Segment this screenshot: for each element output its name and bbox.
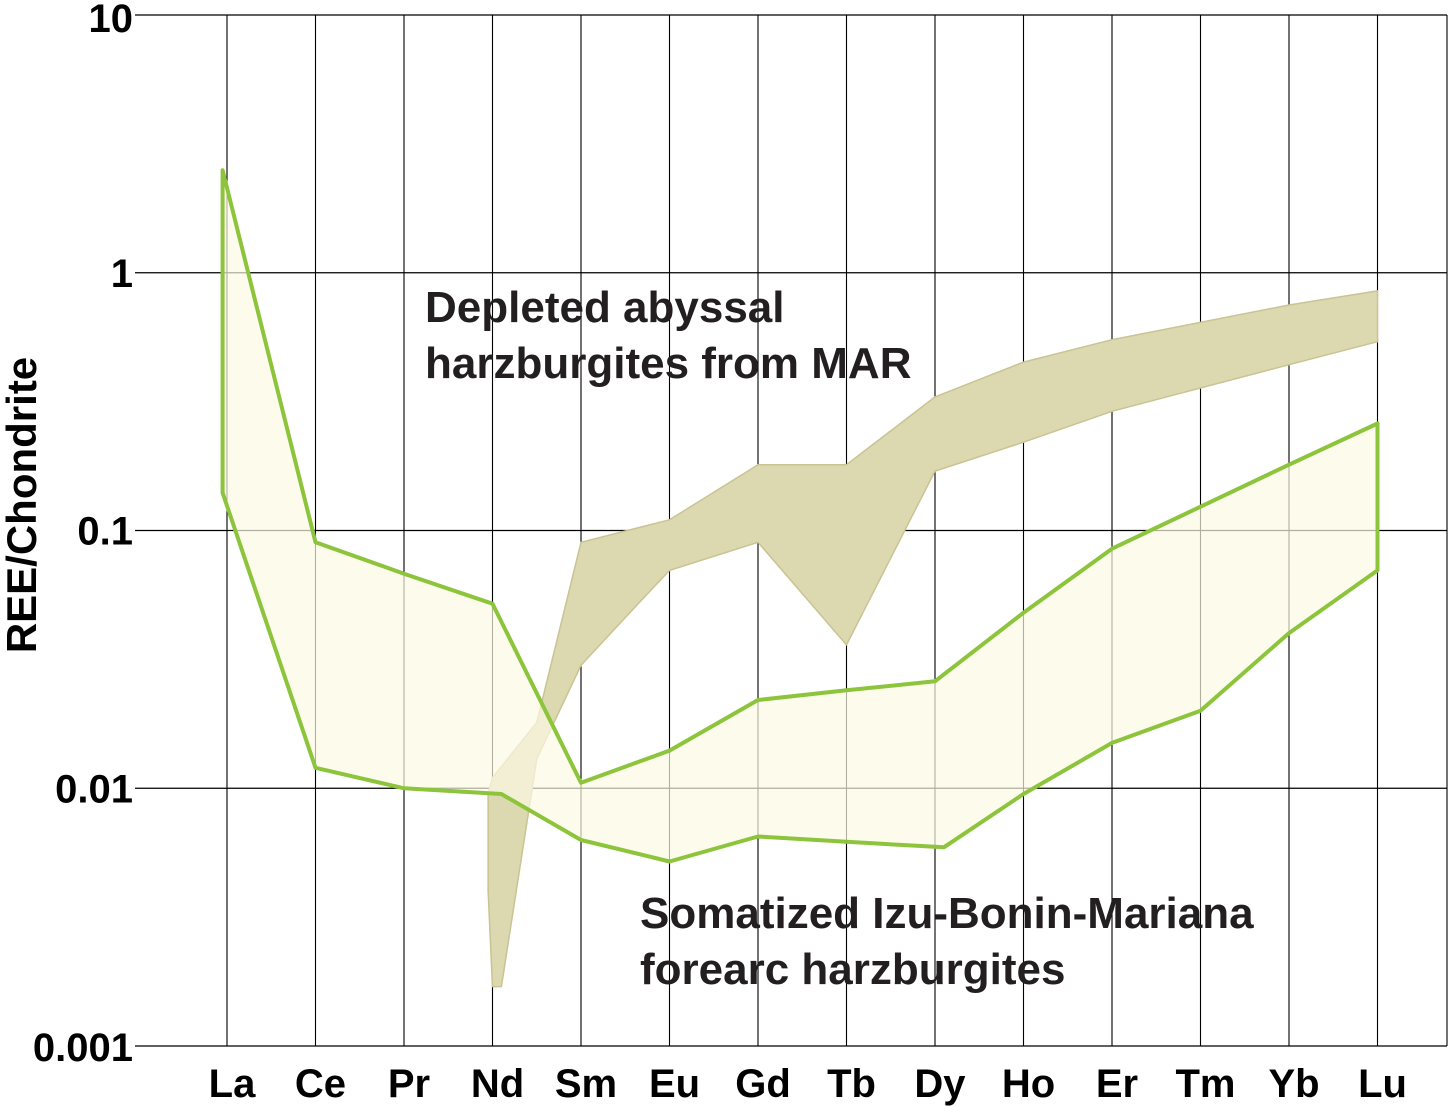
y-tick-label: 10: [89, 0, 134, 41]
x-tick-label: Dy: [914, 1062, 966, 1106]
annotation-line: forearc harzburgites: [640, 945, 1065, 994]
y-tick-label: 0.1: [77, 510, 133, 554]
y-tick-labels: 10 1 0.1 0.01 0.001: [33, 0, 133, 1070]
x-tick-label: Ce: [295, 1062, 346, 1106]
annotation-line: Depleted abyssal: [425, 283, 785, 332]
x-tick-label: Yb: [1268, 1062, 1319, 1106]
annotation-abyssal: Depleted abyssal harzburgites from MAR: [425, 283, 911, 388]
annotation-forearc: Somatized Izu-Bonin-Mariana forearc harzb…: [640, 889, 1254, 994]
x-tick-label: Lu: [1358, 1062, 1407, 1106]
y-axis-title: REE/Chondrite: [0, 357, 45, 653]
x-tick-label: Sm: [555, 1062, 617, 1106]
x-tick-label: Gd: [735, 1062, 791, 1106]
y-tick-label: 0.001: [33, 1026, 133, 1070]
annotation-line: Somatized Izu-Bonin-Mariana: [640, 889, 1254, 938]
bands: [220, 168, 1380, 988]
x-tick-label: Tm: [1176, 1062, 1236, 1106]
y-tick-label: 1: [111, 252, 133, 296]
y-tick-label: 0.01: [55, 767, 133, 811]
annotations: Depleted abyssal harzburgites from MAR Som…: [425, 283, 1254, 994]
x-tick-label: Ho: [1002, 1062, 1055, 1106]
band-forearc: [220, 168, 1380, 864]
x-tick-label: Eu: [649, 1062, 700, 1106]
x-tick-labels: La Ce Pr Nd Sm Eu Gd Tb Dy Ho Er Tm Yb Lu: [209, 1062, 1407, 1106]
x-tick-label: La: [209, 1062, 256, 1106]
x-tick-label: Tb: [827, 1062, 876, 1106]
x-tick-label: Nd: [471, 1062, 524, 1106]
annotation-line: harzburgites from MAR: [425, 339, 911, 388]
x-tick-label: Er: [1096, 1062, 1138, 1106]
x-tick-label: Pr: [388, 1062, 430, 1106]
